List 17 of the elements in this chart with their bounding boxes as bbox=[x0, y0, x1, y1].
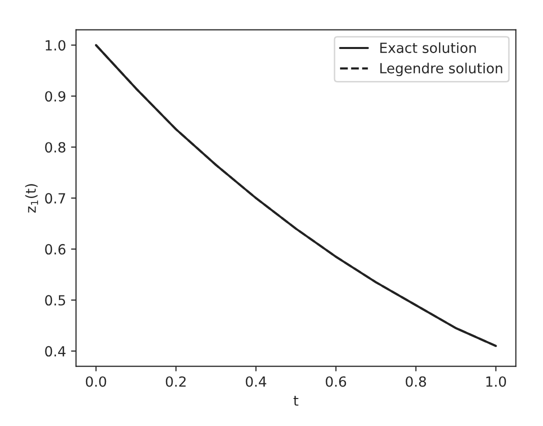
x-tick-label: 0.6 bbox=[326, 376, 346, 387]
y-tick-label: 1.0 bbox=[46, 40, 66, 51]
y-tick-label: 0.6 bbox=[45, 244, 66, 255]
y-tick-label: 0.4 bbox=[45, 346, 66, 357]
x-tick-label: 1.0 bbox=[486, 376, 506, 387]
y-tick-label: 0.9 bbox=[45, 91, 66, 102]
x-tick-label: 0.4 bbox=[246, 376, 266, 387]
y-axis-title: z$_{1}$(t) bbox=[25, 184, 38, 213]
y-tick-label: 0.7 bbox=[45, 193, 66, 204]
y-tick-label: 0.5 bbox=[45, 295, 66, 306]
x-tick-label: 0.8 bbox=[406, 376, 426, 387]
x-axis-title: t bbox=[294, 396, 298, 406]
x-tick-label: 0.0 bbox=[86, 376, 106, 387]
legend-label: Legendre solution bbox=[380, 62, 502, 76]
x-tick-label: 0.2 bbox=[166, 376, 186, 387]
legend-label: Exact solution bbox=[380, 42, 476, 54]
y-tick-label: 0.8 bbox=[45, 142, 66, 153]
